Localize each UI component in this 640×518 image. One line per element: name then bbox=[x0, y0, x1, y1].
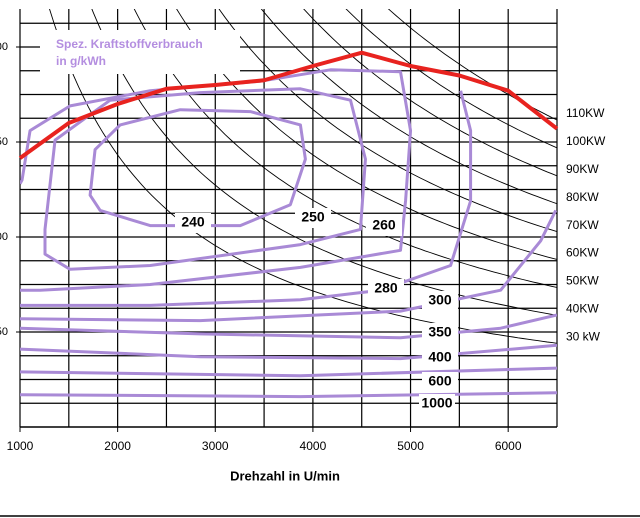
contour-line bbox=[20, 391, 557, 399]
contour-label: 400 bbox=[428, 349, 452, 365]
y-tick-label: 00 bbox=[0, 231, 8, 243]
power-label: 100KW bbox=[566, 134, 606, 148]
contour-label: 350 bbox=[428, 324, 452, 340]
contour-line bbox=[20, 68, 413, 292]
chart-title: Spez. Kraftstoffverbrauch bbox=[56, 37, 203, 51]
contour-line bbox=[20, 343, 557, 361]
power-line bbox=[260, 9, 557, 205]
contour-label: 1000 bbox=[421, 395, 452, 411]
x-tick-label: 6000 bbox=[495, 439, 522, 453]
contour-label-bg bbox=[422, 348, 458, 368]
power-line bbox=[345, 9, 557, 149]
y-tick-label: 00 bbox=[0, 41, 8, 53]
contour-label-bg bbox=[366, 216, 402, 236]
contour-label: 240 bbox=[181, 214, 205, 230]
contour-label: 600 bbox=[428, 373, 452, 389]
x-tick-label: 4000 bbox=[300, 439, 327, 453]
contour-line bbox=[88, 108, 307, 228]
contour-label-bg bbox=[175, 213, 211, 233]
contour-label-bg bbox=[422, 372, 458, 392]
power-line bbox=[133, 9, 557, 288]
power-line bbox=[49, 9, 557, 344]
contour-label-bg bbox=[422, 291, 458, 311]
power-label: 50KW bbox=[566, 274, 599, 288]
power-label: 40KW bbox=[566, 302, 599, 316]
power-line bbox=[176, 9, 557, 260]
contour-line bbox=[20, 366, 557, 378]
contour-label-bg bbox=[419, 394, 455, 414]
y-tick-label: 50 bbox=[0, 136, 8, 148]
power-label: 110KW bbox=[566, 106, 605, 120]
contour-label: 280 bbox=[374, 280, 398, 296]
contour-label: 300 bbox=[428, 292, 452, 308]
contour-label: 250 bbox=[301, 209, 325, 225]
power-line bbox=[387, 9, 557, 121]
power-label: 60KW bbox=[566, 246, 599, 260]
full-load-line bbox=[18, 50, 559, 160]
y-tick-label: 50 bbox=[0, 326, 8, 338]
chart-subtitle: in g/kWh bbox=[56, 54, 106, 68]
contour-line bbox=[20, 90, 473, 307]
power-label: 30 kW bbox=[566, 329, 601, 343]
x-tick-label: 5000 bbox=[397, 439, 424, 453]
contour-label: 260 bbox=[372, 217, 396, 233]
contour-label-bg bbox=[368, 279, 404, 299]
power-label: 70KW bbox=[566, 218, 599, 232]
x-tick-label: 2000 bbox=[104, 439, 131, 453]
x-tick-label: 1000 bbox=[7, 439, 34, 453]
power-label: 90KW bbox=[566, 162, 599, 176]
contour-label-bg bbox=[422, 323, 458, 343]
power-line bbox=[303, 9, 557, 177]
power-label: 80KW bbox=[566, 190, 599, 204]
contour-line bbox=[43, 87, 367, 271]
contour-label-bg bbox=[295, 208, 331, 228]
title-box bbox=[40, 30, 240, 74]
contour-line bbox=[20, 313, 557, 340]
x-axis-title: Drehzahl in U/min bbox=[230, 468, 340, 483]
x-tick-label: 3000 bbox=[202, 439, 229, 453]
